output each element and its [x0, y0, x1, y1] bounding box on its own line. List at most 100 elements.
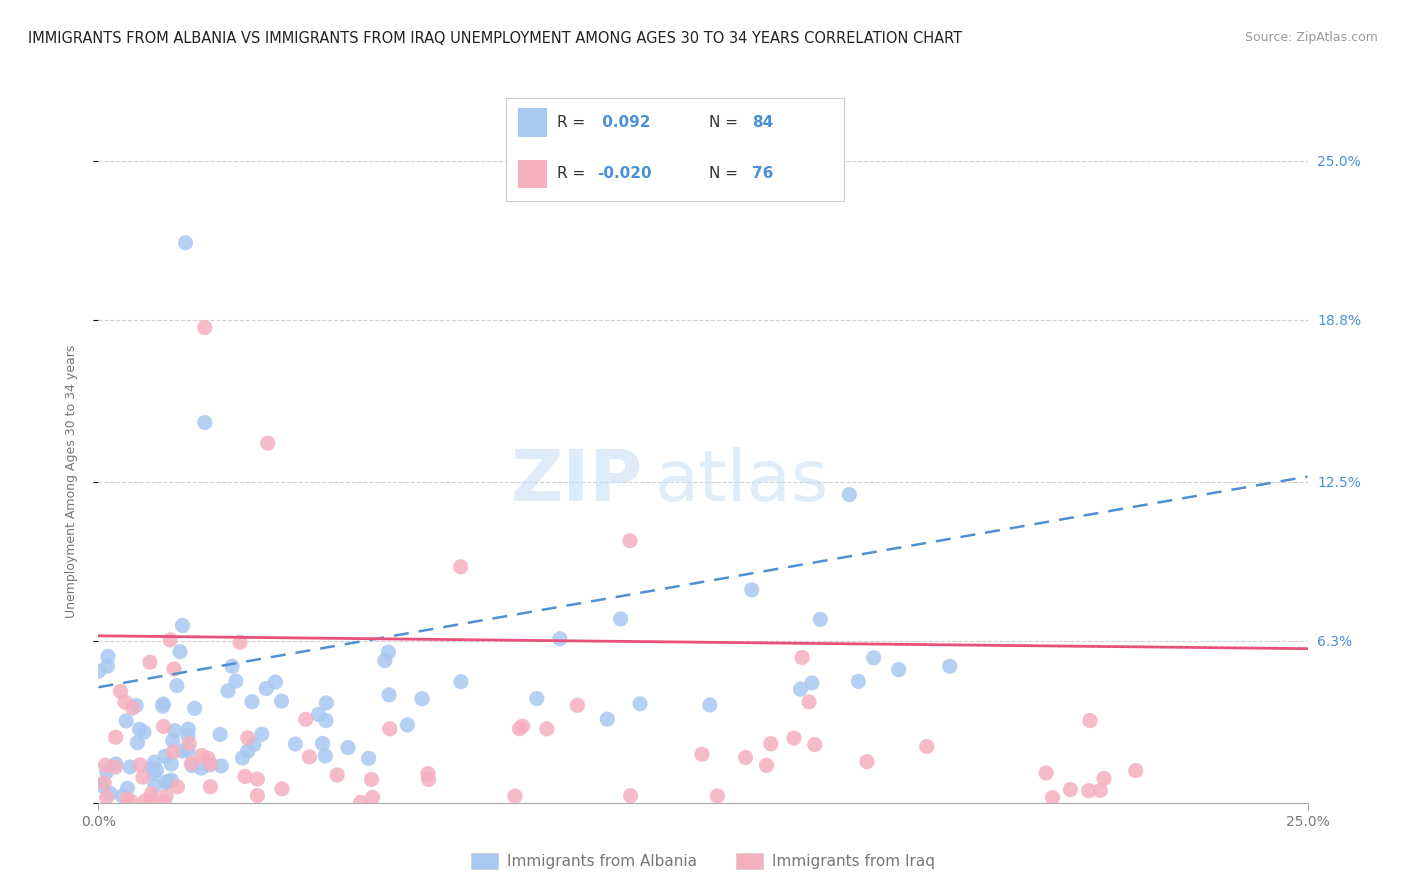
Point — [307, 707, 329, 722]
Point — [139, 655, 162, 669]
Point — [284, 737, 307, 751]
Point — [1092, 772, 1115, 786]
Point — [191, 748, 214, 763]
Point — [111, 789, 134, 803]
Point — [887, 663, 910, 677]
Point — [172, 744, 194, 758]
Point — [104, 731, 127, 745]
Point — [315, 696, 337, 710]
Point — [294, 712, 316, 726]
Point — [808, 612, 831, 626]
Point — [221, 659, 243, 673]
Point — [166, 780, 188, 794]
Point — [163, 723, 186, 738]
Point — [236, 731, 259, 745]
Point — [536, 722, 558, 736]
Text: 76: 76 — [752, 166, 773, 180]
Point — [548, 632, 571, 646]
Point — [326, 768, 349, 782]
Point — [162, 733, 184, 747]
Point — [209, 759, 232, 773]
Point — [94, 758, 117, 772]
Point — [110, 684, 132, 698]
Point — [628, 697, 651, 711]
Point — [512, 719, 534, 733]
Point — [939, 659, 962, 673]
Point — [337, 740, 360, 755]
Point — [153, 795, 176, 809]
Point — [567, 698, 589, 713]
Point — [169, 645, 191, 659]
Point — [1078, 714, 1101, 728]
Point — [915, 739, 938, 754]
Point — [90, 779, 112, 793]
Point — [132, 725, 155, 739]
FancyBboxPatch shape — [517, 160, 547, 188]
Point — [190, 761, 212, 775]
Point — [121, 701, 143, 715]
Point — [174, 235, 197, 250]
Point — [200, 780, 222, 794]
Point — [127, 736, 149, 750]
Point — [418, 772, 440, 787]
Point — [104, 757, 127, 772]
Point — [1090, 783, 1112, 797]
Text: 84: 84 — [752, 115, 773, 130]
Point — [1035, 766, 1057, 780]
Point — [143, 779, 166, 793]
Point — [183, 701, 205, 715]
Point — [314, 749, 336, 764]
Point — [699, 698, 721, 712]
Point — [155, 775, 177, 789]
Point — [160, 757, 183, 772]
Point — [450, 674, 472, 689]
Point — [298, 750, 321, 764]
Point — [1059, 782, 1081, 797]
Legend: Immigrants from Albania, Immigrants from Iraq: Immigrants from Albania, Immigrants from… — [464, 847, 942, 875]
Point — [846, 674, 869, 689]
Point — [139, 761, 162, 775]
Point — [256, 436, 278, 450]
Point — [706, 789, 728, 803]
Point — [115, 792, 138, 806]
Point — [98, 786, 121, 800]
Point — [93, 775, 115, 789]
Point — [104, 760, 127, 774]
Point — [246, 789, 269, 803]
Point — [526, 691, 548, 706]
Point — [231, 751, 253, 765]
Point — [856, 755, 879, 769]
Point — [125, 698, 148, 713]
Point — [503, 789, 526, 804]
Point — [166, 679, 188, 693]
Point — [134, 794, 156, 808]
Point — [141, 787, 163, 801]
Point — [450, 560, 472, 574]
Point — [797, 695, 820, 709]
Point — [690, 747, 713, 762]
Point — [1125, 764, 1147, 778]
Point — [803, 738, 825, 752]
Point — [152, 719, 174, 733]
Point — [233, 769, 256, 783]
Point — [357, 751, 380, 765]
Point — [759, 737, 782, 751]
Point — [177, 743, 200, 757]
Point — [374, 654, 396, 668]
Point — [132, 770, 155, 784]
Point — [741, 582, 763, 597]
Point — [250, 727, 273, 741]
Point — [181, 758, 204, 772]
Point — [619, 533, 641, 548]
Point — [411, 691, 433, 706]
Text: IMMIGRANTS FROM ALBANIA VS IMMIGRANTS FROM IRAQ UNEMPLOYMENT AMONG AGES 30 TO 34: IMMIGRANTS FROM ALBANIA VS IMMIGRANTS FR… — [28, 31, 962, 46]
Point — [180, 756, 202, 771]
Point — [152, 697, 174, 711]
Point — [217, 684, 239, 698]
Point — [139, 794, 162, 808]
Point — [378, 722, 401, 736]
Point — [396, 718, 419, 732]
Point — [120, 794, 142, 808]
Point — [1077, 783, 1099, 797]
FancyBboxPatch shape — [517, 109, 547, 137]
